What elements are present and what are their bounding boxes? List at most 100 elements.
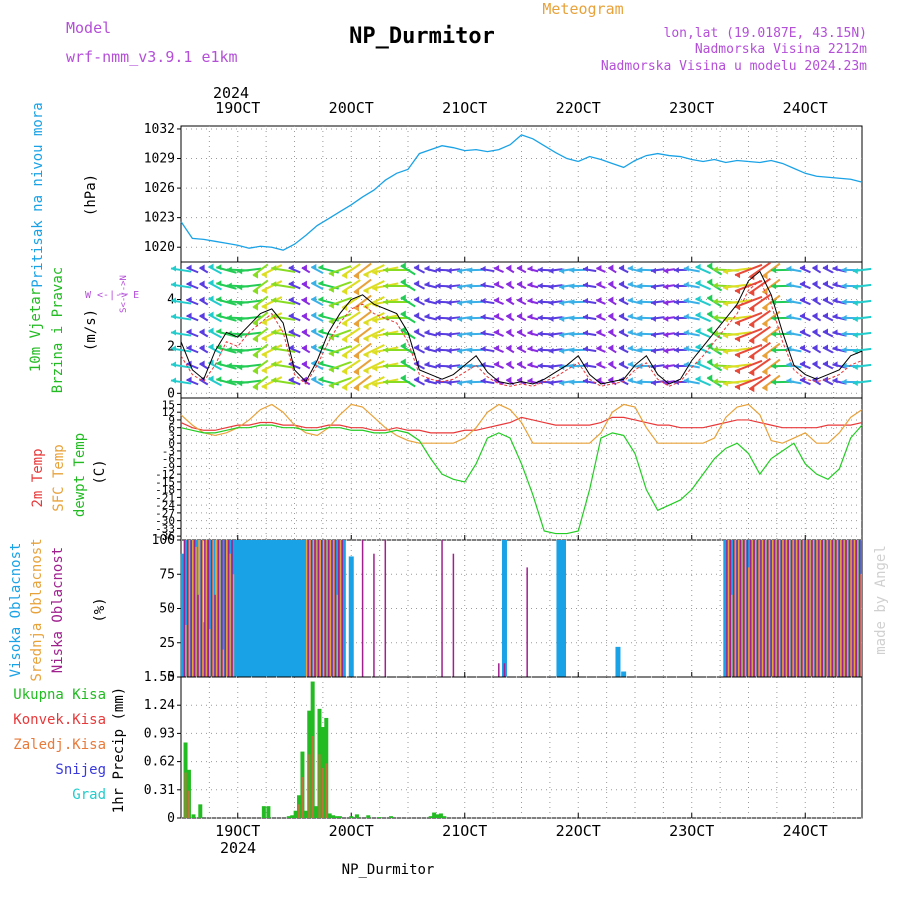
wind-arrow-head [583,361,589,368]
wind-arrow-head [480,329,486,336]
wind-arrow-head [186,344,192,351]
wind-arrow-head [199,328,205,335]
mid-cloud-bar [825,540,828,677]
wind-arrow [341,359,361,373]
wind-arrow-head [328,382,334,389]
wind-arrow-head [467,267,473,274]
wind-arrow-head [527,345,533,352]
wind-arrow-head [832,329,838,336]
low-cloud-bar [338,540,340,677]
high-cloud-bar [228,540,234,677]
wind-arrow-head [372,381,378,388]
wind-arrow-head [383,298,389,305]
mid-cloud-ylabel: Srednja Oblacnost [29,538,45,681]
wind-arrow-head [695,311,701,318]
low-cloud-bar [193,540,196,677]
wind-arrow-head [226,378,232,385]
high-cloud-bar [296,540,302,677]
wind-arrow-head [749,274,755,281]
wind-arrow-head [800,264,806,271]
mid-cloud-bar [822,540,825,677]
wind-arrow-head [548,283,554,290]
y-tick-label: 1026 [144,181,175,196]
conv-precip-bar [325,763,328,818]
wind-arrow-head [527,281,533,288]
low-cloud-bar [787,540,789,677]
high-cloud-bar [560,540,566,677]
y-tick-label: 2 [167,339,175,354]
high-cloud-bar [276,540,282,677]
mid-cloud-bar [815,540,818,677]
wind-arrow-head [480,377,486,384]
high-cloud-bar [852,540,858,677]
high-cloud-bar [323,540,329,677]
wind-arrow-head [707,342,713,349]
wind-arrow-head [288,376,294,383]
wind-arrow-head [311,343,317,350]
wind-arrow-head [695,279,701,286]
wind-arrow-head [712,330,718,337]
wind-arrow-head [261,303,267,310]
wind-arrow-head [559,300,565,307]
total-precip-bar [293,810,298,818]
mid-cloud-bar [191,540,194,677]
elevation-label: Nadmorska Visina 2212m [695,42,867,57]
wind-arrow [505,266,515,274]
high-cloud-bar [184,540,190,677]
y-tick-label: 15 [162,398,175,411]
bottom-day-label: 24OCT [783,822,828,840]
high-cloud-bar [348,556,354,677]
mid-cloud-bar [771,540,774,677]
mid-cloud-bar [228,553,231,677]
wind-arrow [252,295,269,309]
top-day-label: 23OCT [669,99,714,117]
wind-arrow-head [637,330,643,337]
wind-arrow-head [832,281,838,288]
wind-arrow [505,298,515,306]
wind-arrow-head [548,299,554,306]
wind-arrow-head [771,379,777,386]
mid-cloud-bar [340,540,343,677]
conv-precip-bar [311,736,314,818]
wind-arrow-head [735,288,741,295]
wind-arrow-head [852,284,858,291]
wind-arrow-head [583,377,589,384]
wind-arrow-head [318,280,324,287]
high-cloud-bar [615,646,621,677]
wind-arrow-head [208,263,214,270]
wind-arrow-head [424,281,430,288]
total-precip-bar [198,804,203,818]
high-cloud-bar [265,540,271,677]
wind-arrow-head [354,289,360,296]
wind-arrow-head [800,344,806,351]
wind-arrow-head [800,312,806,319]
wind-arrow-head [186,296,192,303]
wind-arrow-head [608,264,614,271]
wind-arrow-head [852,268,858,275]
wind-arrow-head [271,281,277,288]
high-cloud-bar [730,540,736,677]
wind-arrow-head [762,337,768,344]
mid-cloud-bar [808,540,811,677]
top-day-label: 20OCT [329,99,374,117]
y-tick-label: 3 [168,429,175,442]
wind-gust-line [180,279,863,387]
wind-arrow [301,330,311,338]
y-tick-label: -24 [155,499,175,512]
wind-arrow-head [749,290,755,297]
high-cloud-bar [856,540,862,677]
wind-arrow-head [237,268,243,275]
high-cloud-bar [621,671,627,677]
wind-arrow-head [311,327,317,334]
wind-arrow [199,282,209,290]
wind-arrow-head [457,284,463,291]
high-cloud-bar [197,540,203,677]
y-tick-label: 0 [168,437,175,450]
wind-arrow-head [170,313,176,320]
high-cloud-bar [818,540,824,677]
low-cloud-bar [190,540,192,677]
wind-arrow-head [627,377,633,384]
high-cloud-bar [235,540,241,677]
wind-arrow-head [596,345,602,352]
wind-arrow-head [383,330,389,337]
